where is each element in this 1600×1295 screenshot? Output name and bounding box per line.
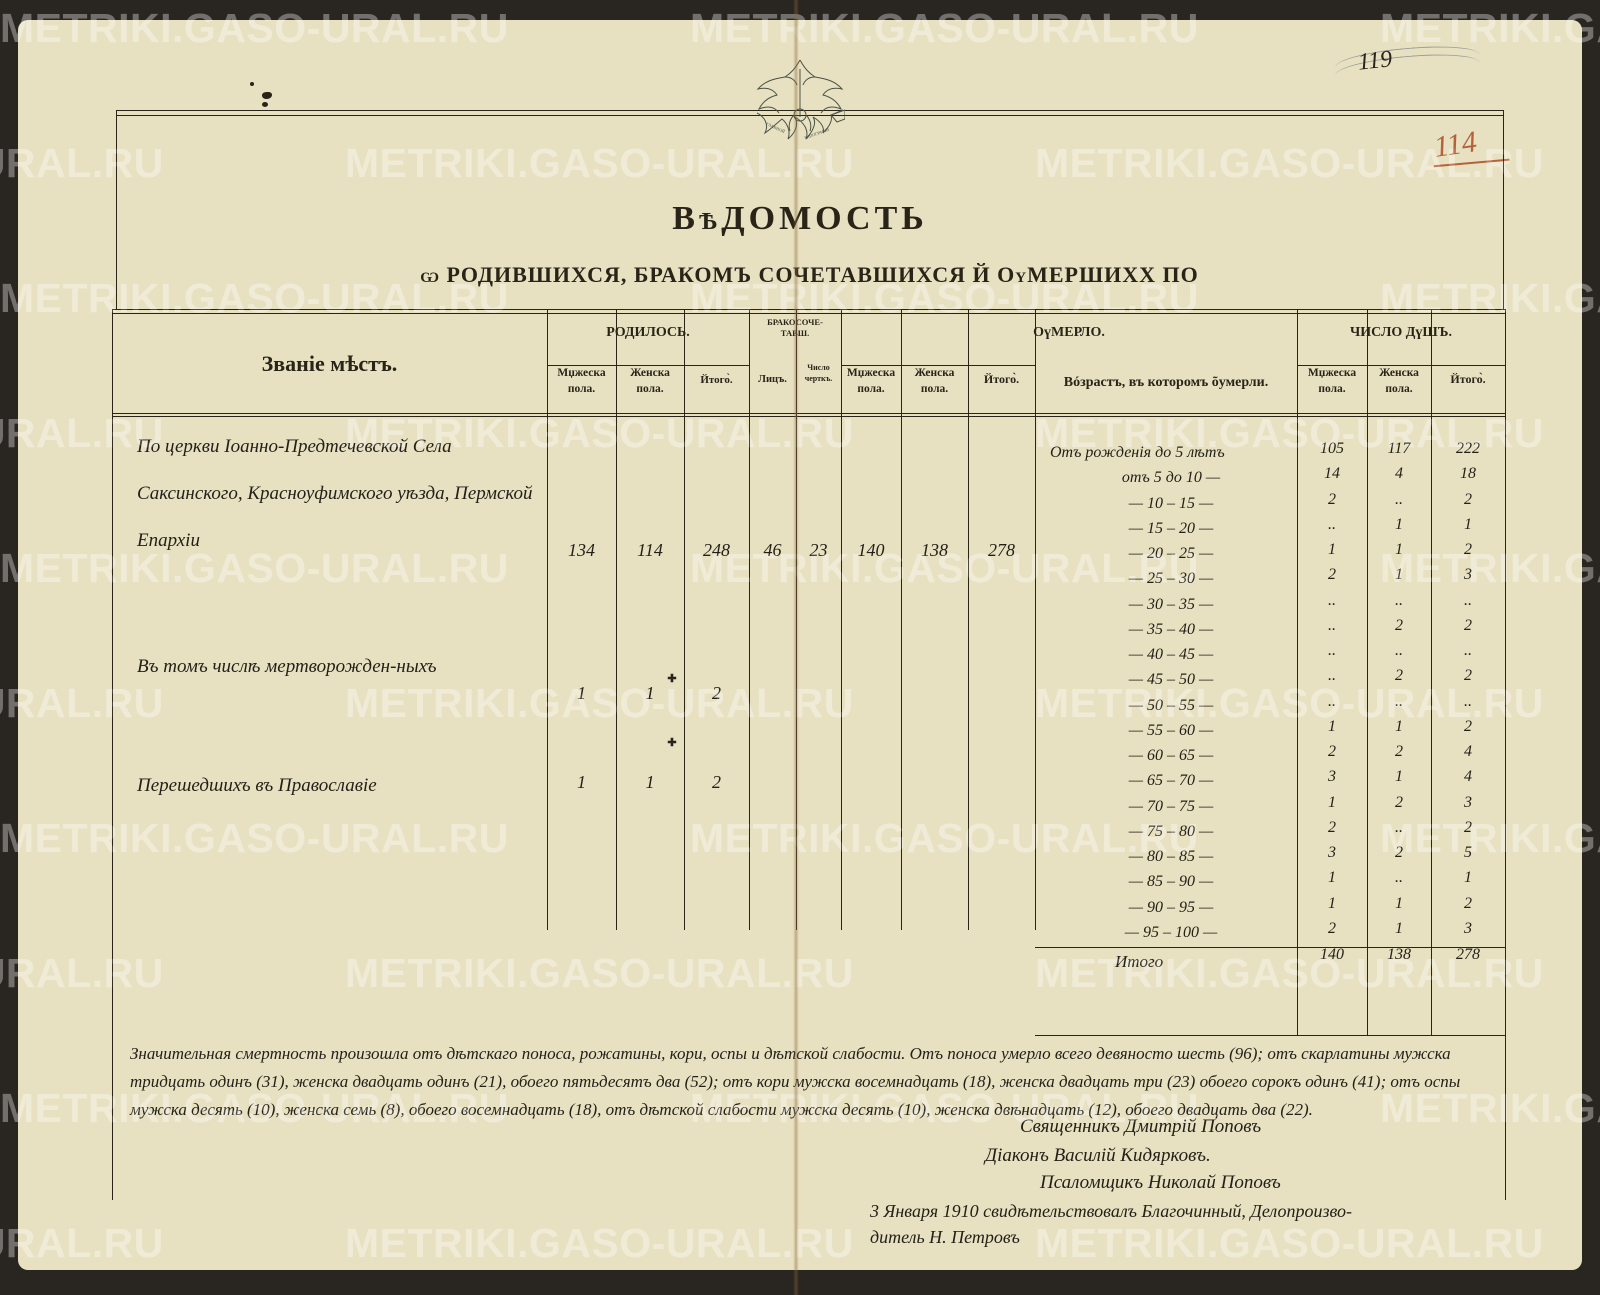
svg-text:ГЛАВНОЙ: ГЛАВНОЙ: [766, 121, 786, 134]
svg-text:ТИПОГРАФІИ: ТИПОГРАФІИ: [803, 127, 829, 141]
